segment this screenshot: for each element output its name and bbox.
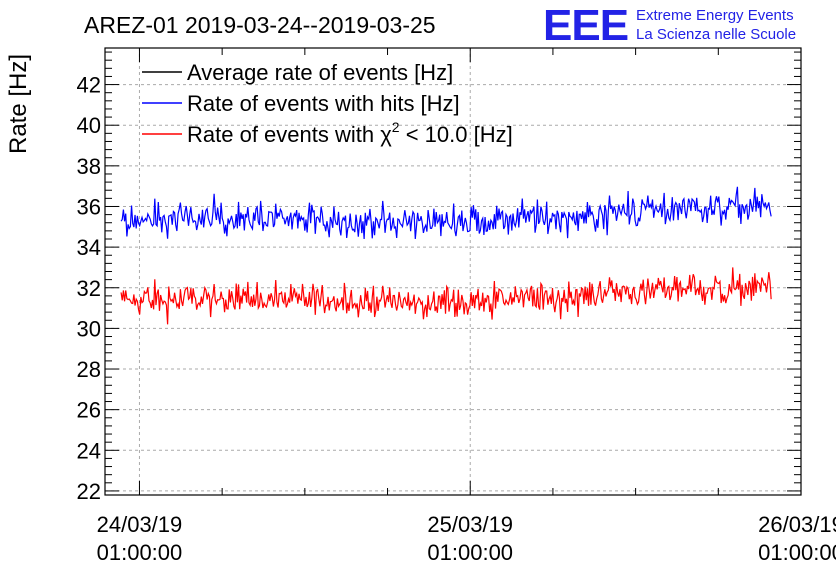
y-tick-label: 36: [77, 194, 101, 219]
series-layer: [120, 186, 772, 325]
y-tick-label: 42: [77, 73, 101, 98]
x-tick-label-date: 25/03/19: [427, 512, 513, 537]
eee-logo: EEE Extreme Energy Events La Scienza nel…: [543, 1, 796, 50]
chart-title: AREZ-01 2019-03-24--2019-03-25: [84, 12, 436, 38]
y-tick-label: 38: [77, 154, 101, 179]
legend-label-hits: Rate of events with hits [Hz]: [187, 91, 460, 116]
x-tick-labels: 24/03/19 01:00:00 25/03/19 01:00:00 26/03/19…: [97, 512, 836, 565]
y-tick-label: 32: [77, 276, 101, 301]
x-tick-label-time: 01:00:00: [758, 540, 836, 565]
y-tick-labels: 22 24 26 28 30 32 34 36 38 40 42: [77, 73, 101, 504]
y-tick-label: 26: [77, 398, 101, 423]
legend: Average rate of events [Hz] Rate of even…: [142, 60, 513, 147]
axis-ticks: [105, 48, 802, 495]
x-tick-label-date: 24/03/19: [97, 512, 183, 537]
logo-mark: EEE: [543, 1, 628, 50]
x-tick-label-time: 01:00:00: [427, 540, 513, 565]
logo-line-1: Extreme Energy Events: [636, 7, 794, 24]
legend-label-chi2: Rate of events with χ2 < 10.0 [Hz]: [187, 119, 513, 147]
y-tick-label: 22: [77, 479, 101, 504]
logo-line-2: La Scienza nelle Scuole: [636, 26, 796, 43]
y-tick-label: 34: [77, 235, 101, 260]
y-tick-label: 24: [77, 438, 101, 463]
y-tick-label: 30: [77, 316, 101, 341]
x-tick-label-time: 01:00:00: [97, 540, 183, 565]
series-line-2: [120, 267, 772, 325]
series-line-1: [120, 186, 772, 240]
y-axis-label: Rate [Hz]: [5, 54, 32, 154]
x-tick-label-date: 26/03/19: [758, 512, 836, 537]
y-tick-label: 28: [77, 357, 101, 382]
legend-label-average: Average rate of events [Hz]: [187, 60, 453, 85]
y-tick-label: 40: [77, 113, 101, 138]
